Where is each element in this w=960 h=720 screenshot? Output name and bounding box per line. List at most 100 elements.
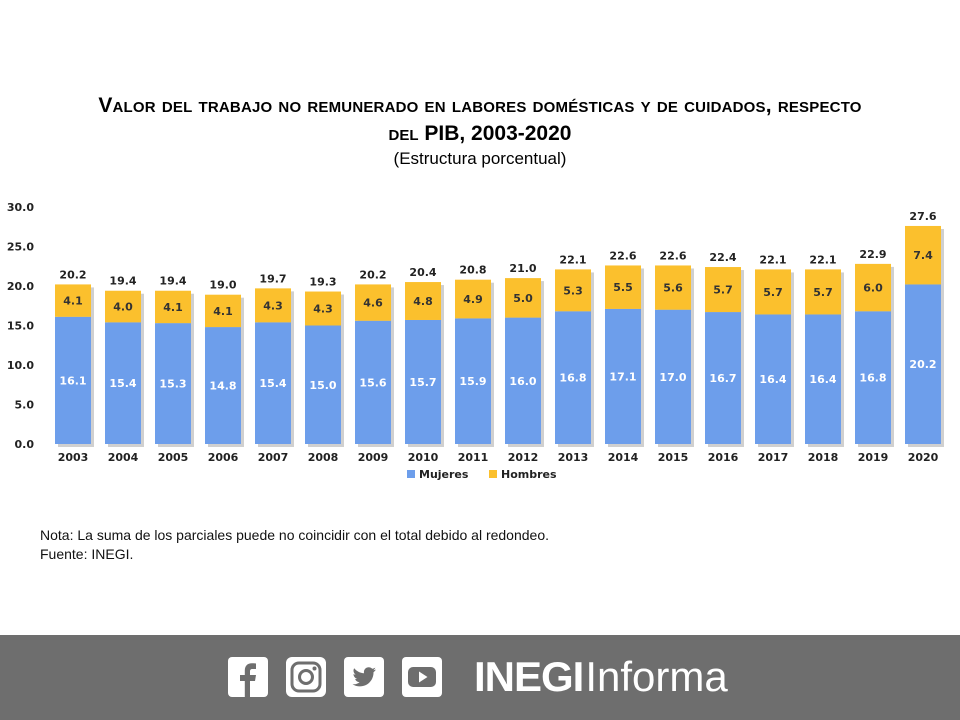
label-mujeres: 17.0	[659, 371, 686, 384]
bar-mujeres	[355, 320, 391, 444]
bar-mujeres	[255, 322, 291, 444]
bar-hombres	[655, 265, 691, 310]
label-hombres: 4.8	[413, 295, 433, 308]
x-tick-label: 2012	[508, 451, 539, 464]
x-tick-label: 2006	[208, 451, 239, 464]
bar-hombres	[555, 269, 591, 312]
bar-mujeres	[705, 312, 741, 444]
y-tick-label: 25.0	[7, 241, 34, 254]
inegi-informa-logo: INEGIInforma	[474, 653, 728, 701]
label-total: 22.1	[809, 253, 836, 266]
instagram-icon[interactable]	[286, 657, 326, 697]
legend-label-hombres: Hombres	[501, 468, 557, 481]
label-total: 22.6	[659, 249, 686, 262]
bar-hombres	[455, 279, 491, 319]
bar-hombres	[105, 290, 141, 323]
label-mujeres: 15.7	[409, 376, 436, 389]
label-hombres: 4.0	[113, 301, 133, 314]
bar-mujeres	[55, 316, 91, 444]
source-text: Fuente: INEGI.	[40, 546, 134, 562]
bar-hombres	[205, 294, 241, 328]
note-text: Nota: La suma de los parciales puede no …	[40, 527, 549, 543]
label-hombres: 5.3	[563, 284, 583, 297]
bar-mujeres	[805, 314, 841, 444]
label-mujeres: 15.4	[109, 377, 136, 390]
label-hombres: 4.3	[313, 303, 333, 316]
facebook-icon[interactable]	[228, 657, 268, 697]
bar-mujeres	[755, 314, 791, 444]
x-tick-label: 2005	[158, 451, 189, 464]
bar-hombres	[155, 290, 191, 324]
label-mujeres: 15.6	[359, 376, 386, 389]
label-total: 22.1	[559, 253, 586, 266]
label-total: 21.0	[509, 262, 536, 275]
y-tick-label: 20.0	[7, 280, 34, 293]
bar-mujeres	[555, 311, 591, 444]
bar-mujeres	[405, 319, 441, 444]
label-total: 19.3	[309, 276, 336, 289]
bar-mujeres	[155, 323, 191, 444]
label-mujeres: 16.8	[859, 372, 886, 385]
bar-hombres	[805, 269, 841, 315]
bar-hombres	[705, 267, 741, 313]
bar-hombres	[305, 291, 341, 326]
x-tick-label: 2009	[358, 451, 389, 464]
label-total: 20.8	[459, 264, 486, 277]
chart-title-block: Valor del trabajo no remunerado en labor…	[0, 92, 960, 170]
y-tick-label: 15.0	[7, 320, 34, 333]
label-mujeres: 15.4	[259, 377, 286, 390]
label-mujeres: 15.0	[309, 379, 336, 392]
twitter-icon[interactable]	[344, 657, 384, 697]
legend-swatch-mujeres	[407, 470, 415, 478]
brand-regular-text: Informa	[585, 653, 728, 700]
bar-hombres	[755, 269, 791, 315]
label-mujeres: 16.4	[759, 373, 786, 386]
bar-hombres	[605, 265, 641, 309]
y-tick-label: 10.0	[7, 359, 34, 372]
bar-hombres	[905, 225, 941, 285]
bar-hombres	[255, 288, 291, 323]
label-total: 22.4	[709, 251, 736, 264]
bar-mujeres	[105, 322, 141, 444]
label-mujeres: 16.8	[559, 372, 586, 385]
label-hombres: 4.6	[363, 297, 383, 310]
y-tick-label: 5.0	[15, 399, 35, 412]
x-tick-label: 2003	[58, 451, 89, 464]
label-mujeres: 20.2	[909, 358, 936, 371]
label-hombres: 5.6	[663, 282, 683, 295]
x-tick-label: 2016	[708, 451, 739, 464]
bar-mujeres	[905, 284, 941, 444]
note-block: Nota: La suma de los parciales puede no …	[40, 526, 549, 564]
x-tick-label: 2014	[608, 451, 639, 464]
x-tick-label: 2010	[408, 451, 439, 464]
label-total: 19.4	[109, 275, 136, 288]
bar-hombres	[55, 284, 91, 317]
youtube-icon[interactable]	[402, 657, 442, 697]
label-mujeres: 14.8	[209, 380, 236, 393]
x-tick-label: 2008	[308, 451, 339, 464]
label-total: 22.1	[759, 253, 786, 266]
bar-hombres	[355, 284, 391, 321]
label-total: 20.2	[359, 268, 386, 281]
label-mujeres: 15.3	[159, 378, 186, 391]
label-hombres: 4.1	[213, 305, 233, 318]
label-hombres: 4.3	[263, 299, 283, 312]
label-mujeres: 16.1	[59, 374, 86, 387]
label-hombres: 6.0	[863, 282, 883, 295]
bar-mujeres	[305, 325, 341, 444]
chart-title-line2: del PIB, 2003-2020	[388, 122, 572, 145]
bar-mujeres	[605, 308, 641, 444]
bar-hombres	[405, 282, 441, 320]
x-tick-label: 2018	[808, 451, 839, 464]
label-mujeres: 17.1	[609, 370, 636, 383]
x-tick-label: 2020	[908, 451, 939, 464]
label-hombres: 5.7	[813, 286, 833, 299]
legend-swatch-hombres	[489, 470, 497, 478]
y-tick-label: 30.0	[7, 201, 34, 214]
legend-label-mujeres: Mujeres	[419, 468, 469, 481]
x-tick-label: 2007	[258, 451, 289, 464]
label-mujeres: 16.0	[509, 375, 536, 388]
label-total: 22.6	[609, 249, 636, 262]
y-tick-label: 0.0	[15, 438, 35, 451]
x-tick-label: 2019	[858, 451, 889, 464]
